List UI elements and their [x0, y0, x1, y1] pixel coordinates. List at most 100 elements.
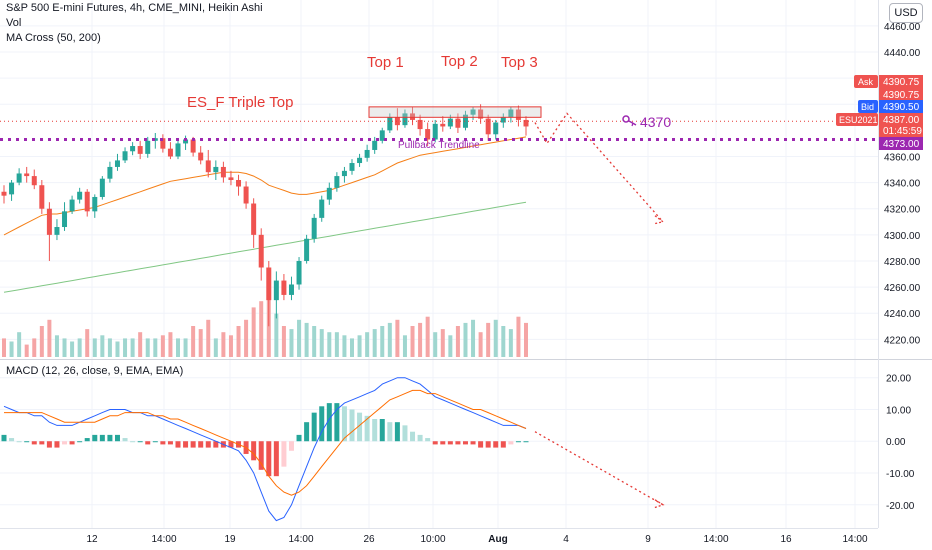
macd-histogram-bar — [523, 441, 529, 443]
macd-histogram-bar — [46, 441, 52, 448]
macd-histogram-bar — [334, 403, 340, 442]
key-icon[interactable] — [622, 115, 637, 127]
volume-bar — [319, 329, 324, 357]
macd-histogram-bar — [281, 441, 287, 467]
candle-body — [394, 117, 400, 126]
moving-averages — [3, 136, 527, 293]
volume-bar — [206, 319, 211, 357]
signal-line — [4, 389, 527, 496]
symbol-title[interactable]: S&P 500 E-mini Futures, 4h, CME_MINI, He… — [6, 2, 263, 14]
level-marker-label[interactable]: 4370 — [640, 114, 671, 130]
ma-50-line — [3, 136, 527, 236]
candle-body — [372, 140, 378, 150]
symbol-legend[interactable]: S&P 500 E-mini Futures, 4h, CME_MINI, He… — [6, 1, 263, 46]
volume-bar — [327, 332, 332, 357]
macd-histogram-bar — [485, 441, 491, 448]
macd-histogram-bar — [62, 441, 68, 445]
candle-body — [220, 166, 226, 178]
candle-body — [137, 146, 143, 154]
top1-label[interactable]: Top 1 — [367, 54, 404, 71]
macd-histogram-bar — [99, 434, 105, 442]
volume-bar — [516, 316, 521, 357]
macd-histogram-bar — [1, 434, 7, 442]
time-tick-label: 9 — [645, 534, 651, 545]
volume-bar — [85, 329, 90, 357]
volume-bar — [32, 338, 37, 357]
high-value: 4390.75 — [883, 90, 920, 101]
price-tick-label: 4440.00 — [884, 48, 921, 59]
candle-body — [296, 260, 302, 285]
volume-bar — [463, 322, 468, 357]
volume-bar — [213, 338, 218, 357]
candle-body — [281, 280, 287, 295]
volume-bar — [191, 326, 196, 357]
time-tick-label: 14:00 — [151, 534, 176, 545]
candle-body — [508, 109, 514, 118]
volume-legend[interactable]: Vol — [6, 17, 22, 29]
last-value: 4387.00 — [883, 115, 920, 126]
top2-label[interactable]: Top 2 — [441, 53, 478, 70]
candle-body — [334, 176, 340, 188]
candle-body — [167, 148, 173, 157]
macd-histogram-bar — [470, 441, 476, 445]
volume-bar — [17, 332, 22, 357]
volume-bar — [365, 332, 370, 357]
candle-body — [440, 123, 446, 127]
macd-histogram-bar — [130, 441, 136, 443]
trendline-label[interactable]: Pullback Trendline — [398, 140, 480, 151]
candle-body — [432, 123, 438, 140]
candle-body — [84, 191, 90, 212]
contract-label: ESU2021 — [839, 115, 878, 125]
macd-histogram-bar — [364, 415, 370, 442]
macd-histogram-bar — [183, 441, 189, 448]
candle-body — [205, 160, 211, 173]
macd-legend[interactable]: MACD (12, 26, close, 9, EMA, EMA) — [6, 365, 184, 377]
candle-body — [417, 119, 423, 130]
ma-cross-legend[interactable]: MA Cross (50, 200) — [6, 32, 101, 44]
macd-histogram-bar — [394, 422, 400, 442]
volume-bar — [357, 335, 362, 357]
macd-histogram-bar — [500, 441, 506, 448]
macd-histogram-bar — [92, 434, 98, 442]
price-tick-label: 4260.00 — [884, 283, 921, 294]
macd-histogram-bar — [402, 425, 408, 442]
price-tick-label: 4340.00 — [884, 179, 921, 190]
candle-body — [462, 114, 468, 128]
candle-body — [92, 196, 98, 212]
macd-projection — [534, 431, 664, 506]
volume-bar — [62, 338, 67, 357]
currency-button[interactable]: USD — [889, 3, 923, 23]
volume-bar — [312, 326, 317, 357]
price-tick-label: 4240.00 — [884, 309, 921, 320]
candle-body — [130, 146, 136, 152]
candle-body — [410, 113, 416, 120]
candle-body — [379, 130, 385, 141]
macd-histogram-bar — [77, 441, 83, 443]
volume-bar — [92, 338, 97, 357]
candle-body — [485, 118, 491, 135]
volume-bar — [221, 332, 226, 357]
candle-body — [266, 267, 272, 301]
macd-histogram-bar — [425, 438, 431, 442]
volume-bar — [236, 326, 241, 357]
candle-body — [273, 280, 279, 301]
macd-histogram-bar — [16, 441, 22, 443]
volume-bar — [130, 338, 135, 357]
candle-body — [349, 163, 355, 171]
candle-body — [69, 199, 75, 212]
macd-histogram-bar — [175, 441, 181, 448]
top3-label[interactable]: Top 3 — [501, 54, 538, 71]
macd-histogram-bar — [319, 406, 325, 442]
volume-bar — [115, 341, 120, 357]
macd-histogram-bar — [258, 441, 264, 470]
candle-body — [31, 176, 37, 186]
volume-bar — [24, 344, 29, 357]
macd-histogram-bar — [304, 422, 310, 442]
candle-body — [326, 187, 332, 200]
macd-projection-arrowhead — [653, 499, 665, 509]
volume-bar — [160, 335, 165, 357]
candle-body — [190, 139, 196, 153]
pattern-title[interactable]: ES_F Triple Top — [187, 94, 293, 111]
candle-body — [304, 238, 310, 261]
